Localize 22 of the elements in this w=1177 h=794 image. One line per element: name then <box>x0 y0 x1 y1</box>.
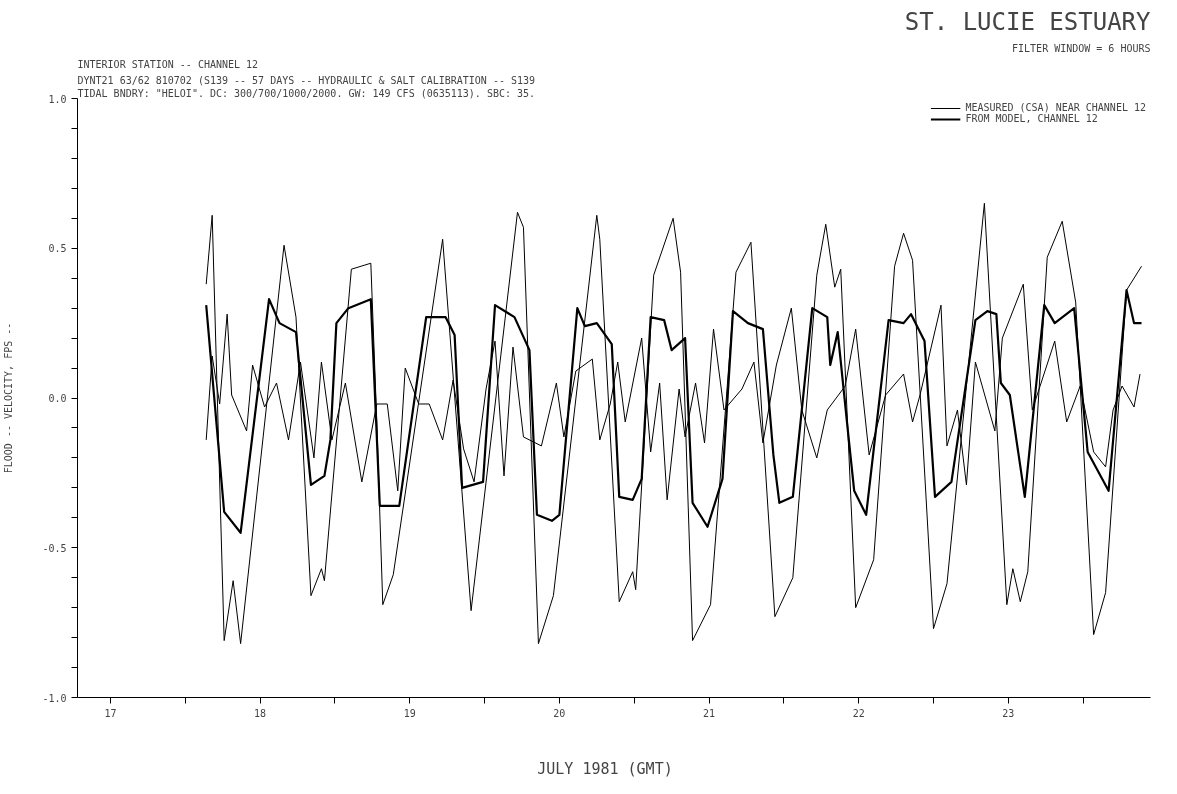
x-tick-label: 22 <box>852 707 865 719</box>
x-tick-label: 20 <box>553 707 566 719</box>
x-tick-label: 19 <box>403 707 416 719</box>
x-tick-label: 18 <box>254 707 267 719</box>
y-tick-label: 1.0 <box>48 93 67 105</box>
line-series <box>205 202 1143 645</box>
text: DYNT21 63/62 810702 (S139 -- 57 DAYS -- HYDRAULIC & SALT CALIBRATION -- S139 <box>77 74 536 86</box>
x-tick-label: 17 <box>104 707 117 719</box>
y-tick-label: -1.0 <box>42 692 67 704</box>
y-tick-label: -0.5 <box>42 542 67 554</box>
chart-subtitle: INTERIOR STATION -- CHANNEL 12 <box>77 58 259 70</box>
y-tick-label: 0.5 <box>48 243 67 255</box>
y-axis-title: FLOOD -- VELOCITY, FPS -- <box>3 322 15 474</box>
legend-label: FROM MODEL, CHANNEL 12 <box>965 113 1098 124</box>
y-tick-label: 0.0 <box>48 393 67 404</box>
x-tick-label: 23 <box>1002 707 1015 719</box>
x-tick-label: 21 <box>703 707 716 719</box>
text: TIDAL BNDRY: "HELOI". DC: 300/700/1000/2000. GW: 149 CFS (0635113). SBC: 35. <box>77 87 536 99</box>
text: FILTER WINDOW = 6 HOURS <box>1012 42 1151 54</box>
x-axis-title: JULY 1981 (GMT) <box>537 759 673 778</box>
legend-label: MEASURED (CSA) NEAR CHANNEL 12 <box>965 102 1146 113</box>
chart-title: ST. LUCIE ESTUARY <box>904 7 1152 36</box>
